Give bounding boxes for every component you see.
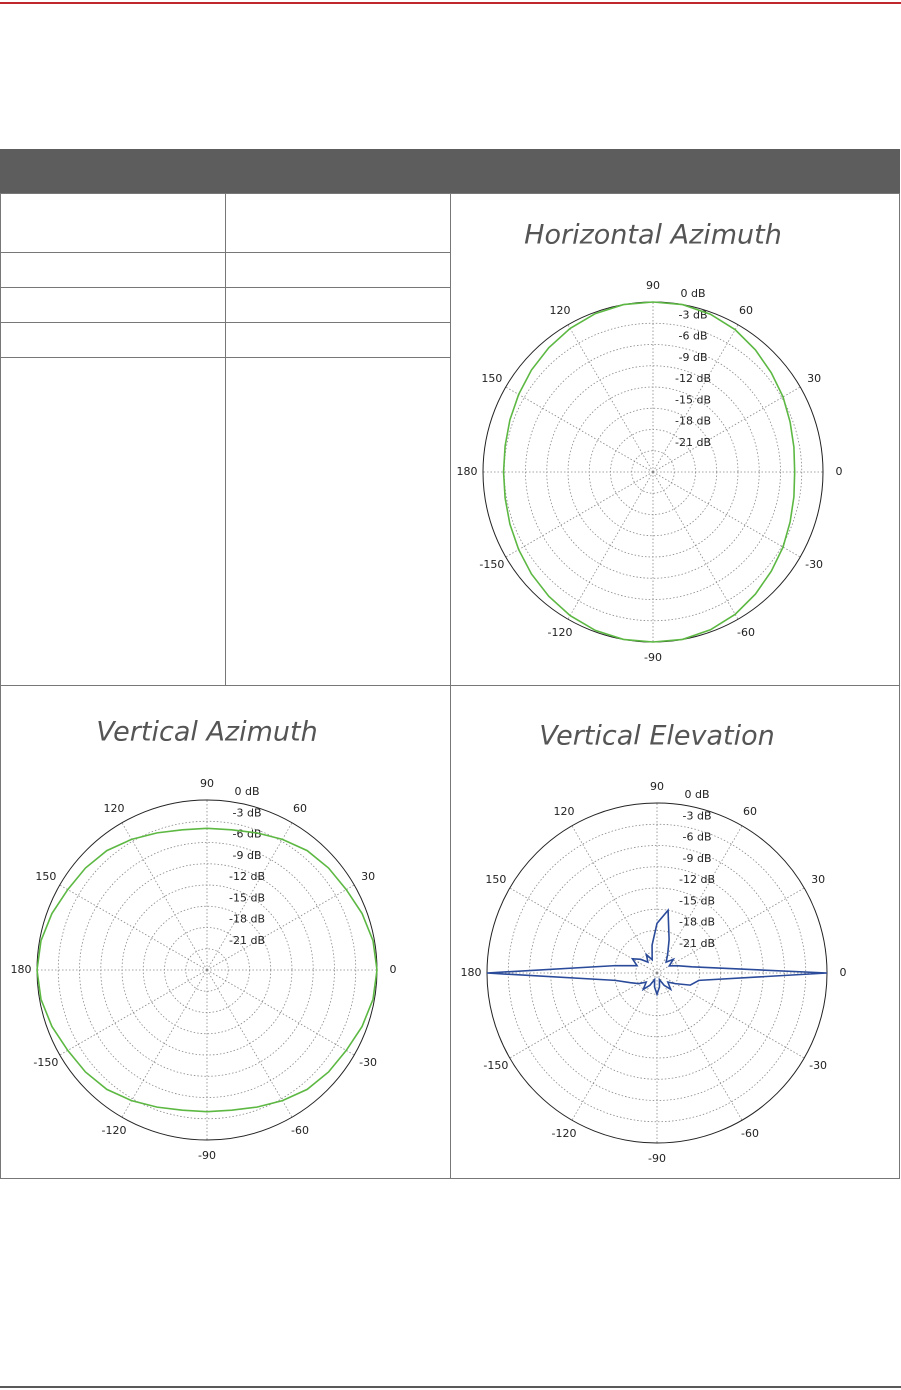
- pattern-line: [502, 301, 796, 643]
- radial-label: -6 dB: [679, 330, 708, 343]
- angle-label: 30: [811, 873, 825, 886]
- angle-label: -90: [198, 1149, 216, 1162]
- radial-label: -21 dB: [229, 934, 265, 947]
- pattern-line: [486, 908, 828, 997]
- radial-label: -21 dB: [679, 937, 715, 950]
- radial-label: -18 dB: [229, 913, 265, 926]
- angle-label: 30: [807, 372, 821, 385]
- spoke: [121, 822, 208, 971]
- angle-label: 60: [739, 304, 753, 317]
- spoke: [206, 969, 355, 1056]
- chart-title: Vertical Elevation: [539, 721, 775, 752]
- angle-label: -30: [805, 558, 823, 571]
- angle-label: -60: [291, 1124, 309, 1137]
- angle-label: 120: [550, 304, 571, 317]
- angle-label: 0: [390, 963, 397, 976]
- radial-label: -12 dB: [229, 870, 265, 883]
- spoke: [571, 972, 658, 1121]
- spoke: [206, 884, 355, 971]
- radial-label: -9 dB: [233, 849, 262, 862]
- angle-label: 0: [836, 465, 843, 478]
- chart-title: Horizontal Azimuth: [524, 220, 782, 251]
- angle-label: -90: [644, 651, 662, 664]
- angle-label: -120: [102, 1124, 127, 1137]
- spoke: [652, 471, 801, 558]
- radial-label: 0 dB: [684, 788, 709, 801]
- spoke: [59, 884, 208, 971]
- angle-label: -30: [809, 1059, 827, 1072]
- angle-label: 120: [554, 805, 575, 818]
- angle-label: -150: [483, 1059, 508, 1072]
- radial-label: -6 dB: [683, 831, 712, 844]
- angle-label: 180: [461, 966, 482, 979]
- spoke: [656, 972, 743, 1121]
- angle-label: -90: [648, 1152, 666, 1165]
- radial-label: -12 dB: [679, 873, 715, 886]
- angle-label: 30: [361, 870, 375, 883]
- spoke: [567, 324, 654, 473]
- table-header: [0, 149, 900, 193]
- radial-label: 0 dB: [680, 287, 705, 300]
- radial-label: -3 dB: [233, 806, 262, 819]
- spoke: [121, 969, 208, 1118]
- table-grid: [0, 193, 900, 1179]
- spoke: [206, 822, 293, 971]
- spoke: [59, 969, 208, 1056]
- radial-label: -15 dB: [679, 894, 715, 907]
- angle-label: -30: [359, 1056, 377, 1069]
- radial-label: -18 dB: [675, 415, 711, 428]
- angle-label: 150: [481, 372, 502, 385]
- radial-label: 0 dB: [234, 785, 259, 798]
- angle-label: 60: [293, 802, 307, 815]
- grid-circle: [507, 823, 807, 1123]
- radial-label: -9 dB: [683, 852, 712, 865]
- spoke: [652, 324, 739, 473]
- radial-label: -9 dB: [679, 351, 708, 364]
- spoke: [652, 471, 739, 620]
- angle-label: 90: [650, 780, 664, 793]
- angle-label: -120: [548, 626, 573, 639]
- angle-label: -60: [741, 1127, 759, 1140]
- spoke: [656, 972, 805, 1059]
- grid-circle: [57, 820, 357, 1120]
- angle-label: 60: [743, 805, 757, 818]
- radial-label: -15 dB: [675, 393, 711, 406]
- spoke: [206, 969, 293, 1118]
- angle-label: 0: [840, 966, 847, 979]
- spoke: [505, 471, 654, 558]
- angle-label: 150: [35, 870, 56, 883]
- spoke: [656, 887, 805, 974]
- radial-label: -12 dB: [675, 372, 711, 385]
- spoke: [505, 386, 654, 473]
- radial-label: -15 dB: [229, 891, 265, 904]
- angle-label: -150: [479, 558, 504, 571]
- radial-label: -18 dB: [679, 916, 715, 929]
- angle-label: 90: [646, 279, 660, 292]
- spoke: [571, 825, 658, 974]
- spoke: [567, 471, 654, 620]
- grid-circle: [503, 322, 803, 622]
- angle-label: 120: [104, 802, 125, 815]
- radial-label: -6 dB: [233, 828, 262, 841]
- angle-label: 150: [485, 873, 506, 886]
- spoke: [509, 887, 658, 974]
- chart-title: Vertical Azimuth: [96, 717, 317, 748]
- angle-label: -150: [33, 1056, 58, 1069]
- radial-label: -3 dB: [683, 809, 712, 822]
- spoke: [652, 386, 801, 473]
- angle-label: 90: [200, 777, 214, 790]
- angle-label: -60: [737, 626, 755, 639]
- spoke: [656, 825, 743, 974]
- spoke: [509, 972, 658, 1059]
- angle-label: 180: [11, 963, 32, 976]
- radial-label: -3 dB: [679, 308, 708, 321]
- pattern-line: [36, 827, 378, 1113]
- angle-label: 180: [457, 465, 478, 478]
- angle-label: -120: [552, 1127, 577, 1140]
- radial-label: -21 dB: [675, 436, 711, 449]
